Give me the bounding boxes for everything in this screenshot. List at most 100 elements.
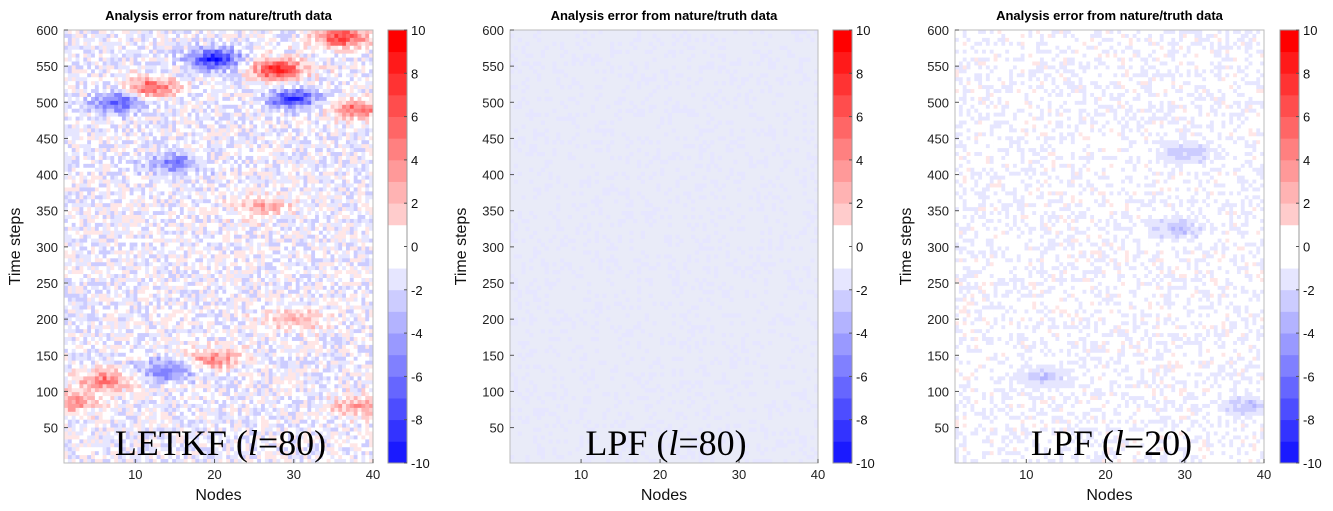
heatmap-cell: [249, 156, 253, 160]
heatmap-cell: [346, 247, 350, 251]
heatmap-cell: [365, 93, 369, 97]
heatmap-cell: [246, 239, 250, 243]
heatmap-cell: [342, 97, 346, 101]
heatmap-cell: [319, 254, 323, 258]
heatmap-cell: [99, 89, 103, 93]
heatmap-cell: [331, 219, 335, 223]
heatmap-cell: [365, 235, 369, 239]
heatmap-cell: [110, 69, 114, 73]
heatmap-cell: [346, 85, 350, 89]
heatmap-cell: [168, 180, 172, 184]
heatmap-cell: [153, 274, 157, 278]
heatmap-cell: [184, 254, 188, 258]
heatmap-cell: [79, 144, 83, 148]
heatmap-cell: [203, 219, 207, 223]
heatmap-cell: [242, 239, 246, 243]
heatmap-cell: [79, 254, 83, 258]
heatmap-cell: [141, 128, 145, 132]
heatmap-cell: [273, 231, 277, 235]
heatmap-cell: [130, 109, 134, 113]
heatmap-cell: [230, 73, 234, 77]
heatmap-cell: [253, 180, 257, 184]
heatmap-cell: [195, 262, 199, 266]
heatmap-cell: [180, 101, 184, 105]
heatmap-cell: [307, 168, 311, 172]
heatmap-cell: [246, 50, 250, 54]
heatmap-cell: [157, 180, 161, 184]
heatmap-cell: [126, 148, 130, 152]
heatmap-cell: [130, 105, 134, 109]
panel-1: Analysis error from nature/truth data501…: [7, 8, 430, 504]
heatmap-cell: [288, 34, 292, 38]
heatmap-cell: [323, 148, 327, 152]
heatmap-cell: [280, 247, 284, 251]
heatmap-cell: [222, 105, 226, 109]
heatmap-cell: [188, 180, 192, 184]
heatmap-cell: [130, 42, 134, 46]
heatmap-cell: [292, 81, 296, 85]
heatmap-cell: [184, 121, 188, 125]
heatmap-cell: [176, 235, 180, 239]
heatmap-cell: [226, 227, 230, 231]
heatmap-cell: [153, 203, 157, 207]
heatmap-cell: [257, 211, 261, 215]
heatmap-cell: [72, 223, 76, 227]
heatmap-cell: [106, 223, 110, 227]
heatmap-cell: [253, 235, 257, 239]
heatmap-cell: [87, 42, 91, 46]
heatmap-cell: [246, 109, 250, 113]
heatmap-cell: [215, 30, 219, 34]
heatmap-cell: [284, 211, 288, 215]
heatmap-cell: [180, 124, 184, 128]
heatmap-cell: [307, 132, 311, 136]
heatmap-cell: [280, 187, 284, 191]
heatmap-cell: [195, 156, 199, 160]
heatmap-cell: [334, 152, 338, 156]
heatmap-cell: [91, 266, 95, 270]
heatmap-cell: [365, 132, 369, 136]
heatmap-cell: [114, 89, 118, 93]
heatmap-cell: [242, 195, 246, 199]
heatmap-cell: [249, 203, 253, 207]
heatmap-cell: [222, 187, 226, 191]
heatmap-cell: [315, 254, 319, 258]
heatmap-cell: [234, 113, 238, 117]
heatmap-cell: [95, 148, 99, 152]
heatmap-cell: [269, 85, 273, 89]
heatmap-cell: [199, 117, 203, 121]
heatmap-cell: [222, 85, 226, 89]
heatmap-cell: [172, 81, 176, 85]
heatmap-cell: [141, 266, 145, 270]
heatmap-cell: [319, 235, 323, 239]
heatmap-cell: [238, 140, 242, 144]
heatmap-cell: [118, 144, 122, 148]
heatmap-cell: [176, 140, 180, 144]
heatmap-cell: [83, 223, 87, 227]
heatmap-cell: [180, 164, 184, 168]
heatmap-cell: [242, 191, 246, 195]
heatmap-cell: [176, 274, 180, 278]
heatmap-cell: [153, 38, 157, 42]
heatmap-cell: [338, 148, 342, 152]
heatmap-cell: [126, 203, 130, 207]
heatmap-cell: [323, 156, 327, 160]
heatmap-cell: [118, 239, 122, 243]
heatmap-cell: [118, 42, 122, 46]
heatmap-cell: [161, 42, 165, 46]
heatmap-cell: [284, 199, 288, 203]
heatmap-cell: [300, 38, 304, 42]
heatmap-cell: [249, 54, 253, 58]
heatmap-cell: [334, 160, 338, 164]
heatmap-cell: [134, 117, 138, 121]
heatmap-cell: [257, 77, 261, 81]
heatmap-cell: [327, 207, 331, 211]
heatmap-cell: [273, 223, 277, 227]
heatmap-cell: [68, 243, 72, 247]
heatmap-cell: [261, 65, 265, 69]
heatmap-cell: [269, 50, 273, 54]
heatmap-cell: [358, 77, 362, 81]
heatmap-cell: [288, 58, 292, 62]
heatmap-cell: [265, 176, 269, 180]
heatmap-cell: [361, 211, 365, 215]
heatmap-cell: [276, 191, 280, 195]
